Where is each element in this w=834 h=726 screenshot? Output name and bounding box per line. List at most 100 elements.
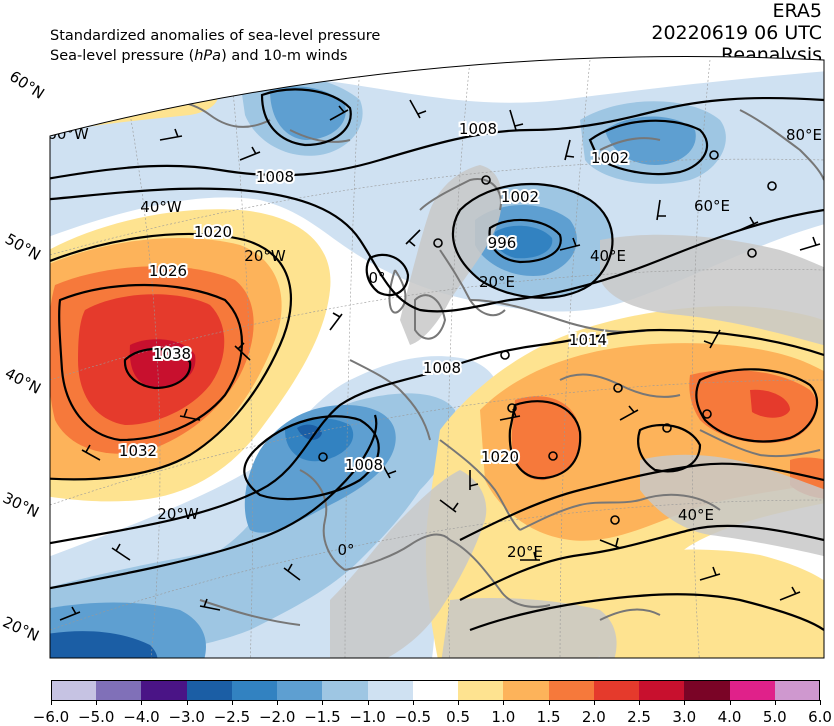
isobar-label: 1008 [256,168,294,186]
colorbar-tick-label: 2.0 [581,708,606,726]
colorbar-swatch [231,680,278,701]
colorbar-tick-label: 0.5 [446,708,471,726]
anomaly-fill-blue-trough [244,405,396,533]
isobar-label: 1008 [345,456,383,474]
wind-barbs [59,96,821,621]
colorbar-swatch [277,680,323,701]
colorbar-swatch [96,680,142,701]
lon-label: 0° [368,269,385,287]
colorbar-swatch [322,680,369,701]
isobar-label: 1002 [501,188,539,206]
lon-label: 20°E [507,543,543,561]
colorbar-tick-label: −1.0 [349,708,386,726]
colorbar-tick [684,700,685,705]
data-source: ERA5 [772,0,822,22]
colorbar-tick [187,700,188,705]
colorbar-tick [730,700,731,705]
valid-time: 20220619 06 UTC [651,22,822,44]
lon-label: 0° [337,541,354,559]
colorbar-swatch [141,680,188,701]
longitude-labels: 60°W 40°W 20°W 0° 20°E 40°E 60°E 80°E 0°… [50,125,822,561]
calm-wind-circles [318,150,777,525]
colorbar-tick-label: −3.0 [168,708,205,726]
colorbar-tick [820,700,821,705]
colorbar-tick-label: −6.0 [32,708,70,726]
colorbar-swatch [548,680,595,701]
isobars [50,88,824,632]
isobar-label: 1026 [149,262,187,280]
colorbar-swatch [684,680,731,701]
anomaly-fill-deepest-blue [297,424,322,440]
isobar-label: 1014 [569,331,607,349]
land-mask-scandinavia [400,165,502,345]
colorbar-tick-label: −2.5 [213,708,251,726]
lon-label: 80°E [786,126,822,144]
colorbar-tick [141,700,142,705]
colorbar-swatch [367,680,414,701]
isobar-label: 996 [488,234,517,252]
colorbar-frame [51,680,820,701]
colorbar-swatch [729,680,776,701]
colorbar-swatch [412,680,459,701]
colorbar-tick-label: −5.0 [78,708,115,726]
colorbar-tick-label: −2.0 [258,708,296,726]
colorbar-tick [322,700,323,705]
map-title: Standardized anomalies of sea-level pres… [50,28,381,44]
colorbar-swatch [639,680,685,701]
colorbar-tick-label: 4.0 [717,708,742,726]
colorbar-tick-label: −1.5 [304,708,341,726]
isobar-label: 1002 [591,149,629,167]
colorbar-tick-label: 1.0 [491,708,516,726]
colorbar-swatch [774,680,821,701]
colorbar-tick [639,700,640,705]
lon-label: 60°E [694,197,730,215]
isobar-label: 1032 [119,442,157,460]
colorbar-tick [594,700,595,705]
colorbar-tick [51,700,52,705]
isobar-label: 1008 [459,120,497,138]
colorbar-tick-label: −0.5 [394,708,432,726]
colorbar-tick-label: 3.0 [672,708,697,726]
isobar-label: 1038 [153,345,191,363]
land-mask-russia [600,234,824,350]
anomaly-fill-east-high-4 [750,389,790,418]
subtitle-text-post: ) and 10-m winds [221,48,348,64]
colorbar-tick-label: 2.5 [627,708,651,726]
anomaly-fill-arctic-low-east-core [605,116,696,165]
land-mask-africa [440,598,617,659]
isobar-label: 1008 [423,359,461,377]
colorbar-tick-label: 1.5 [536,708,561,726]
colorbar-tick [413,700,414,705]
colorbar-tick-label: 5.0 [762,708,787,726]
map-content: 1008 1008 1002 1002 996 1020 1026 1038 1… [50,56,824,659]
colorbar-tick [458,700,459,705]
isobar-label: 1020 [76,94,114,112]
colorbar-tick [277,700,278,705]
subtitle-unit: hPa [194,48,222,64]
colorbar-swatch [51,680,97,701]
colorbar-tick [503,700,504,705]
colorbar-tick-label: −4.0 [123,708,160,726]
colorbar-swatch [503,680,550,701]
colorbar-tick [775,700,776,705]
colorbar-swatch [186,680,233,701]
lon-label: 40°E [678,506,714,524]
anomaly-fill-east-high-2 [511,396,581,481]
colorbar-swatch [458,680,504,701]
isobar-label: 1020 [481,448,519,466]
lon-label: 40°W [140,198,182,216]
anomaly-fill-east-high-south [600,549,824,659]
lon-label: 40°E [590,247,626,265]
lon-label: 20°W [244,247,286,265]
colorbar-tick [96,700,97,705]
colorbar-swatch [593,680,640,701]
land-mask-europe-south [330,470,487,659]
colorbar-tick [232,700,233,705]
isobar-label: 1020 [194,223,232,241]
colorbar-tick-label: 6.0 [808,708,832,726]
subtitle-text-pre: Sea-level pressure ( [50,48,195,64]
anomaly-fill-darkblue-southwest-corner [50,631,158,659]
map-frame [49,56,825,659]
anomaly-fill-scandinavian-low-center [494,225,553,259]
